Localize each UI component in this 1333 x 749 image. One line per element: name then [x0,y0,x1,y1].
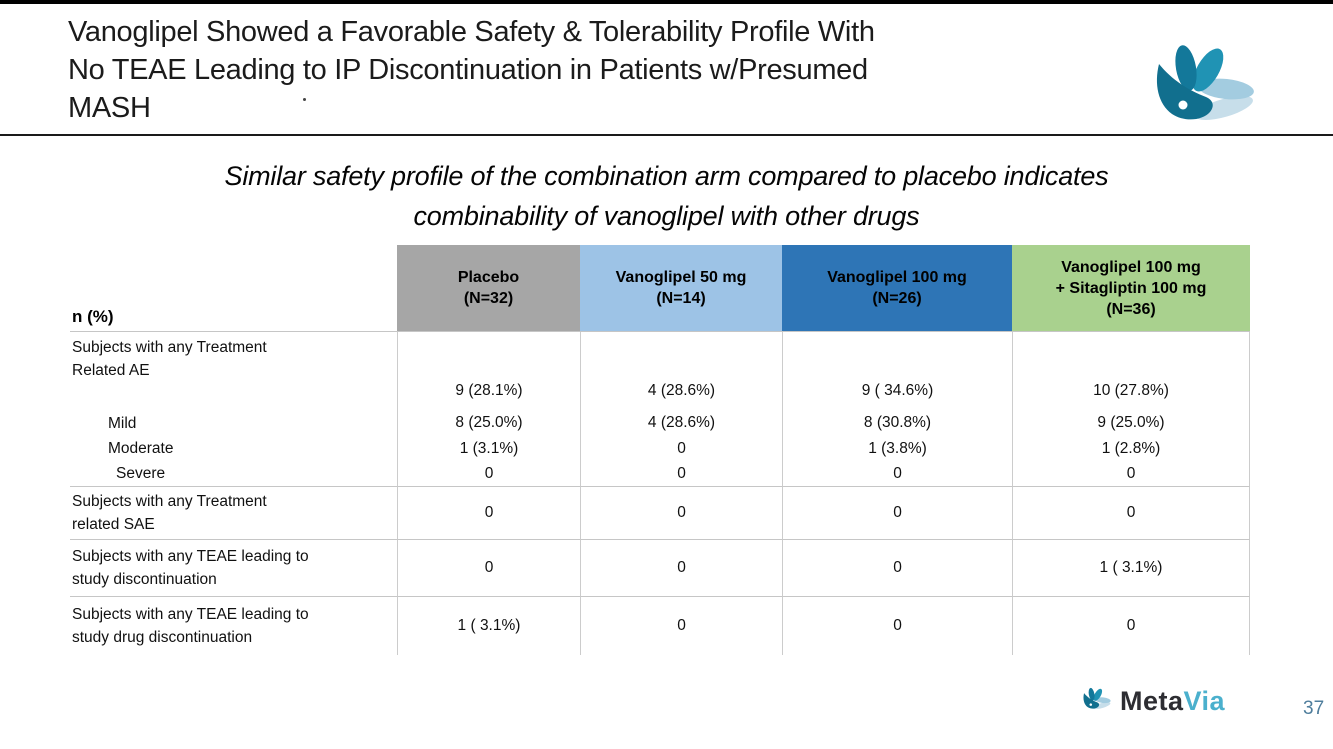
row-label-severe: Severe [70,461,397,487]
table-cell: 0 [397,540,580,597]
table-cell: 0 [782,487,1012,540]
table-cell: 0 [1012,487,1250,540]
table-cell: 0 [580,461,782,487]
table-cell: 1 ( 3.1%) [1012,540,1250,597]
table-header-vanoglipel-100: Vanoglipel 100 mg (N=26) [782,245,1012,332]
table-cell: 9 (25.0%) [1012,410,1250,436]
table-cell: 4 (28.6%) [580,410,782,436]
table-header-vanoglipel-50: Vanoglipel 50 mg (N=14) [580,245,782,332]
row-label-mild: Mild [108,414,137,432]
table-cell: 1 (3.1%) [397,436,580,461]
wordmark-via: Via [1183,686,1226,716]
wordmark-meta: Meta [1120,686,1184,716]
table-cell: 1 (3.8%) [782,436,1012,461]
title-divider-line [0,134,1333,136]
table-header-vanoglipel-sitagliptin: Vanoglipel 100 mg + Sitagliptin 100 mg (… [1012,245,1250,332]
table-cell: 0 [397,461,580,487]
table-cell: 0 [397,487,580,540]
table-cell: 0 [580,436,782,461]
table-cell: 0 [1012,461,1250,487]
table-cell: 8 (25.0%) [397,410,580,436]
metavia-wordmark: MetaVia [1120,687,1225,715]
stray-period-mark [303,98,306,101]
slide-subtitle: Similar safety profile of the combinatio… [224,161,1109,231]
row-label-teae-study-discontinuation: Subjects with any TEAE leading to study … [70,540,397,597]
table-cell: 0 [782,540,1012,597]
table-cell: 9 (28.1%) [397,332,580,410]
metavia-footer-logo: MetaVia [1082,687,1225,715]
table-cell: 1 (2.8%) [1012,436,1250,461]
table-header-placebo: Placebo (N=32) [397,245,580,332]
metavia-bird-icon [1152,42,1262,142]
table-cell: 0 [1012,597,1250,655]
page-number: 37 [1303,698,1325,719]
row-label-teae-drug-discontinuation: Subjects with any TEAE leading to study … [72,606,309,646]
slide-title: Vanoglipel Showed a Favorable Safety & T… [68,16,875,124]
row-label-treatment-related-sae: Subjects with any Treatment related SAE [70,487,397,540]
safety-table: n (%) Placebo (N=32) Vanoglipel 50 mg (N… [70,245,1250,655]
table-cell: 0 [580,540,782,597]
table-cell: 10 (27.8%) [1012,332,1250,410]
table-cell: 1 ( 3.1%) [397,597,580,655]
table-cell: 8 (30.8%) [782,410,1012,436]
table-cell: 0 [782,597,1012,655]
table-cell: 0 [782,461,1012,487]
row-label-treatment-related-ae: Subjects with any Treatment Related AE [72,339,267,379]
table-cell: 9 ( 34.6%) [782,332,1012,410]
table-cell: 0 [580,487,782,540]
table-cell: 4 (28.6%) [580,332,782,410]
metavia-bird-icon-small [1082,687,1113,715]
table-corner-label: n (%) [70,245,397,332]
table-cell: 0 [580,597,782,655]
row-label-moderate: Moderate [108,440,174,457]
slide-top-border [0,0,1333,4]
